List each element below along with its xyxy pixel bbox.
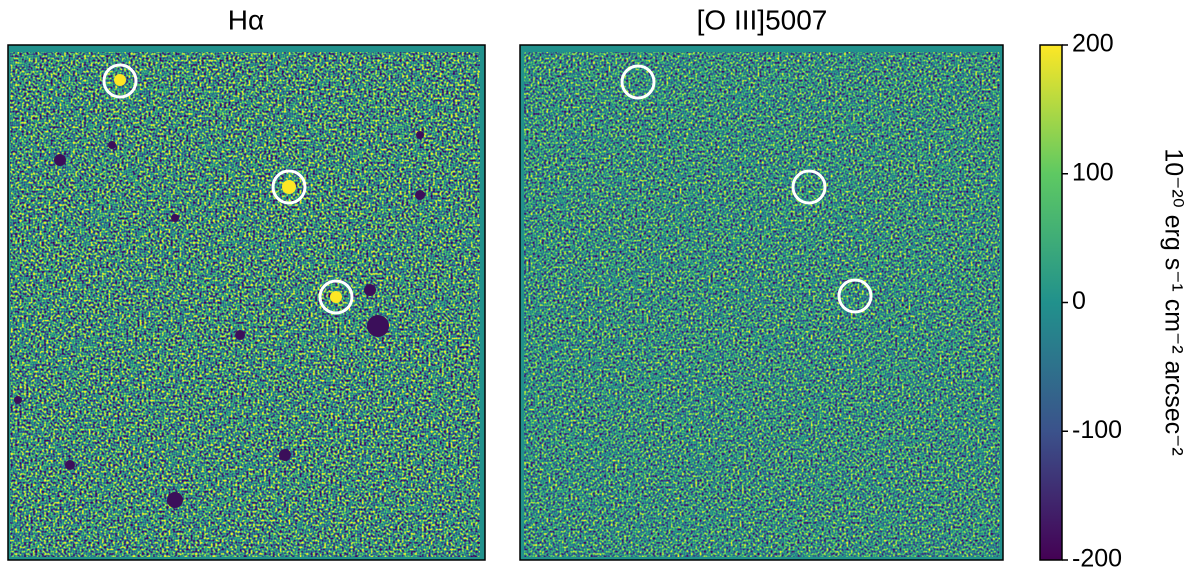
colorbar-tick-label: -200: [1072, 545, 1122, 573]
colorbar-tick-label: -100: [1072, 416, 1122, 444]
panel-title: [O III]5007: [697, 4, 828, 35]
colorbar: [1039, 44, 1063, 561]
colorbar-tick-label: 100: [1072, 158, 1114, 186]
colorbar-label: 10⁻²⁰ erg s⁻¹ cm⁻² arcsec⁻²: [1159, 148, 1187, 455]
panel-title: Hα: [228, 4, 264, 35]
panel-image: [519, 44, 1004, 561]
colorbar-tick-label: 200: [1072, 30, 1114, 58]
panel-image: [7, 44, 486, 561]
colorbar-tick-label: 0: [1072, 287, 1086, 315]
